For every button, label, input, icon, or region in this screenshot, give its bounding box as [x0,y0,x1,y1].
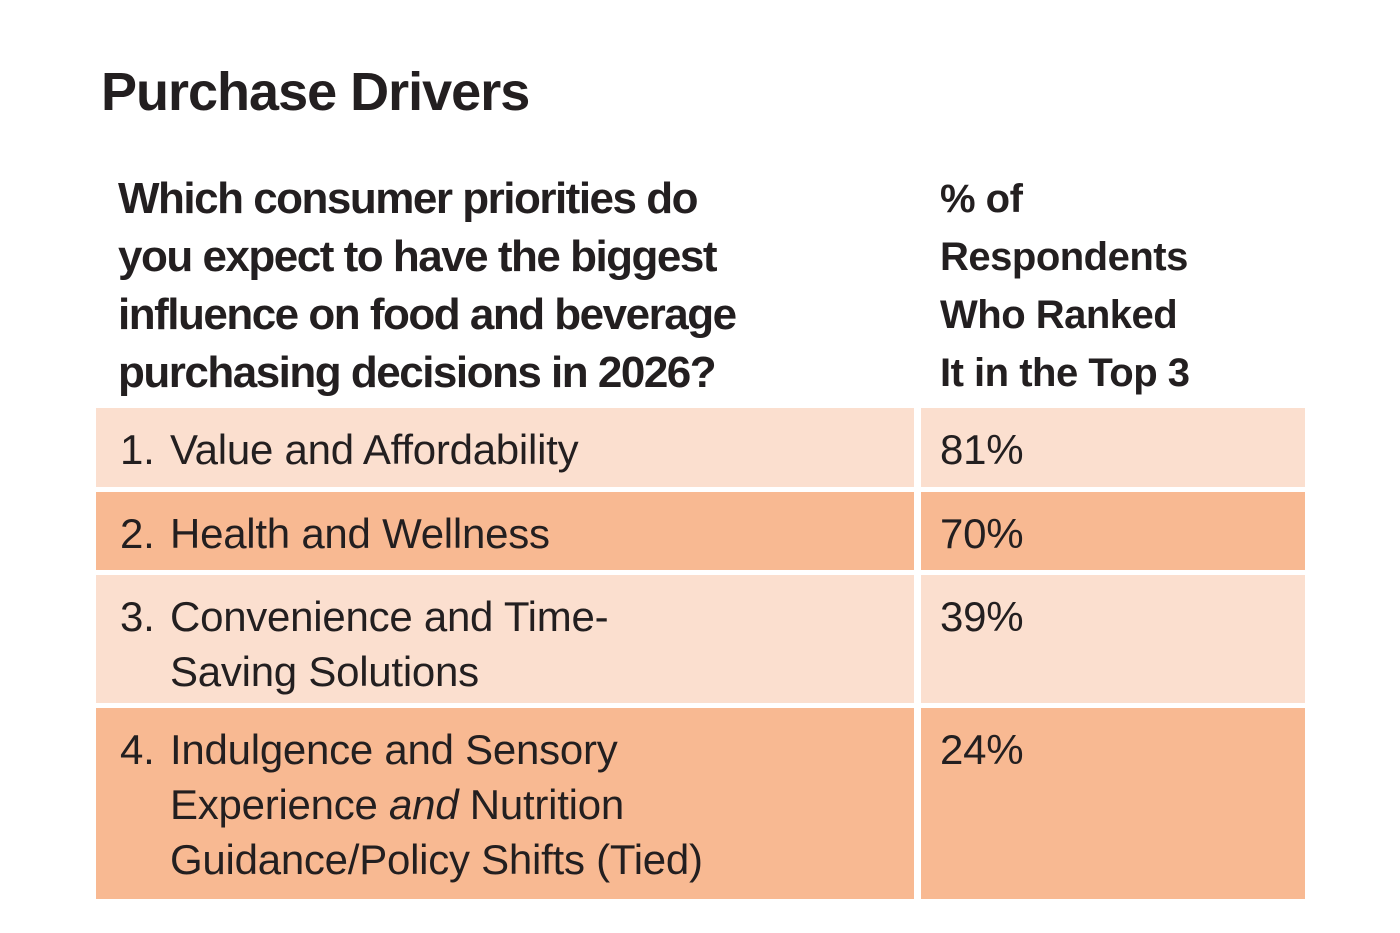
priority-label: Health and Wellness [170,506,894,561]
table-row: 3. Convenience and Time- Saving Solutions… [96,575,1305,703]
percent-value: 24% [940,726,1024,773]
percent-cell: 24% [921,708,1305,899]
percent-column-header: % of Respondents Who Ranked It in the To… [940,177,1190,395]
page-title: Purchase Drivers [101,62,530,122]
percent-cell: 81% [921,408,1305,487]
priority-label-text: Value and Affordability [170,426,579,473]
priority-label-italic-and: and [389,781,459,828]
priority-label: Indulgence and Sensory Experience and Nu… [170,722,894,887]
table-row: 1. Value and Affordability 81% [96,408,1305,487]
rank-number: 2. [120,510,155,557]
priority-label-text: Health and Wellness [170,510,550,557]
percent-cell: 39% [921,575,1305,703]
priority-cell: 1. Value and Affordability [96,408,914,487]
rank-number: 1. [120,426,155,473]
priority-cell: 2. Health and Wellness [96,492,914,570]
priority-cell: 3. Convenience and Time- Saving Solutions [96,575,914,703]
table-row: 4. Indulgence and Sensory Experience and … [96,708,1305,899]
priority-label-text-after: Nutrition Guidance/Policy Shifts (Tied) [170,781,703,883]
priority-label: Value and Affordability [170,422,894,477]
percent-value: 39% [940,593,1024,640]
question-column-header: Which consumer priorities do you expect … [118,174,737,397]
percent-value: 70% [940,510,1024,557]
priority-label: Convenience and Time- Saving Solutions [170,589,894,699]
table-row: 2. Health and Wellness 70% [96,492,1305,570]
percent-value: 81% [940,426,1024,473]
priority-label-text: Convenience and Time- Saving Solutions [170,593,609,695]
percent-cell: 70% [921,492,1305,570]
priority-cell: 4. Indulgence and Sensory Experience and … [96,708,914,899]
rank-number: 3. [120,593,155,640]
priority-label-text: Indulgence and Sensory Experience [170,726,618,828]
rank-number: 4. [120,726,155,773]
